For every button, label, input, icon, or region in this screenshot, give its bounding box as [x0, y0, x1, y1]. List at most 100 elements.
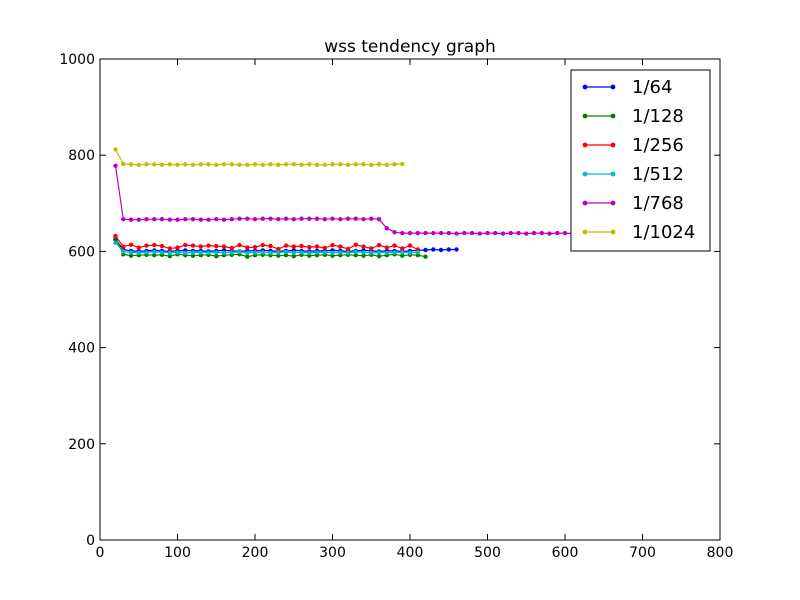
data-point	[500, 231, 506, 236]
series-3	[113, 233, 420, 252]
data-point	[423, 230, 428, 236]
data-point	[245, 254, 250, 259]
data-point	[508, 230, 513, 236]
data-point	[314, 216, 320, 221]
data-point	[214, 243, 219, 249]
data-point	[159, 217, 165, 222]
data-point	[183, 250, 188, 255]
data-point	[237, 216, 242, 221]
data-point	[438, 230, 444, 236]
data-point	[562, 230, 568, 236]
data-point	[167, 162, 172, 167]
data-point	[268, 250, 273, 255]
data-point	[152, 217, 157, 222]
data-point	[283, 249, 289, 255]
legend-entry: 1/768	[582, 193, 684, 214]
data-point	[547, 231, 552, 236]
data-point	[299, 250, 304, 255]
data-point	[198, 250, 203, 255]
legend-marker	[610, 171, 616, 177]
data-point	[190, 250, 196, 255]
data-point	[322, 162, 327, 167]
data-point	[198, 244, 203, 249]
data-point	[361, 244, 366, 249]
data-point	[229, 162, 234, 167]
data-point	[260, 162, 265, 167]
data-point	[330, 250, 335, 255]
data-point	[128, 162, 134, 167]
data-point	[136, 162, 141, 167]
data-point	[252, 244, 258, 250]
data-point	[330, 216, 335, 221]
data-point	[361, 217, 366, 222]
axis-ticks: 0 100 200 300 400 500 600 700 800 0 200 400 600 800 10…	[59, 52, 733, 561]
data-point	[283, 162, 289, 167]
legend-label: 1/64	[632, 77, 672, 98]
series-line	[115, 242, 418, 254]
x-tick-label: 500	[474, 545, 501, 561]
data-point	[190, 243, 196, 248]
data-point	[128, 250, 134, 255]
data-point	[159, 250, 165, 255]
data-point	[167, 250, 172, 255]
data-point	[128, 217, 134, 222]
data-point	[291, 244, 296, 249]
y-tick-label: 200	[68, 437, 95, 453]
data-point	[454, 231, 459, 236]
data-point	[113, 233, 118, 239]
data-point	[183, 217, 188, 222]
data-point	[167, 246, 172, 251]
data-point	[516, 230, 521, 236]
data-point	[376, 250, 382, 255]
data-point	[237, 162, 242, 167]
data-point	[353, 242, 358, 247]
x-tick-label: 0	[96, 545, 105, 561]
data-point	[446, 247, 451, 252]
data-point	[299, 243, 304, 249]
data-point	[314, 244, 320, 249]
data-point	[206, 250, 211, 255]
legend-entry: 1/1024	[582, 222, 695, 243]
series-4	[113, 240, 420, 255]
data-point	[469, 230, 475, 236]
data-point	[462, 230, 467, 236]
data-point	[322, 245, 327, 251]
data-point	[245, 216, 250, 221]
data-point	[345, 250, 351, 255]
data-point	[245, 250, 250, 255]
data-point	[121, 244, 126, 249]
data-point	[260, 242, 265, 248]
data-point	[539, 230, 544, 236]
data-point	[276, 246, 281, 252]
data-point	[214, 217, 219, 222]
data-point	[214, 254, 219, 259]
data-point	[345, 216, 351, 221]
data-point	[431, 247, 436, 252]
data-point	[555, 230, 560, 236]
x-tick-label: 100	[164, 545, 191, 561]
data-point	[276, 162, 281, 167]
data-point	[330, 242, 335, 248]
data-point	[183, 242, 188, 248]
data-point	[477, 231, 482, 236]
legend-label: 1/512	[632, 164, 684, 185]
legend-marker	[582, 171, 588, 177]
data-point	[206, 243, 211, 248]
y-tick-label: 600	[68, 244, 95, 260]
data-point	[369, 162, 374, 167]
data-point	[144, 217, 149, 222]
data-point	[136, 250, 141, 255]
data-point	[338, 217, 343, 222]
data-point	[307, 244, 312, 250]
data-point	[361, 253, 366, 258]
data-point	[423, 254, 428, 259]
data-point	[361, 162, 366, 167]
data-point	[345, 246, 351, 252]
x-tick-label: 600	[552, 545, 579, 561]
data-point	[252, 162, 258, 167]
data-point	[307, 250, 312, 255]
data-point	[283, 216, 289, 221]
legend-entry: 1/256	[582, 135, 684, 156]
data-point	[252, 217, 258, 222]
data-point	[400, 253, 405, 258]
